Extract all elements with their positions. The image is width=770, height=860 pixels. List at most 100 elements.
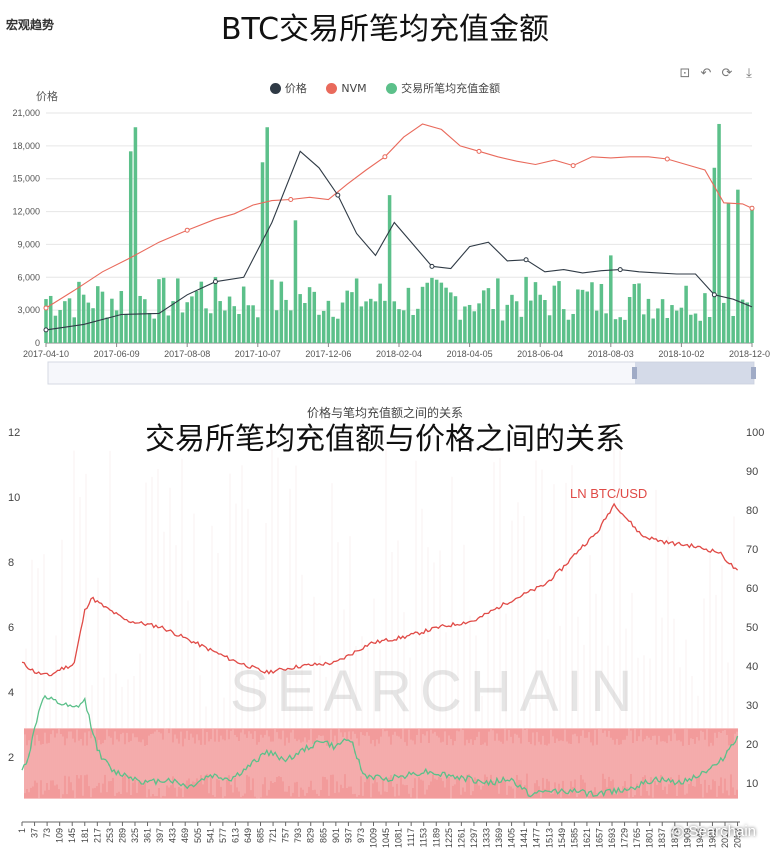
left-y-tick-label: 10 — [8, 492, 20, 504]
x-tick-label: 685 — [256, 828, 266, 843]
y-tick-label: 6,000 — [17, 272, 40, 282]
deposit-bar — [279, 281, 284, 343]
zoom-back-icon[interactable]: ↶ — [700, 65, 712, 80]
deposit-bar — [199, 281, 204, 343]
deposit-bar — [529, 300, 533, 343]
deposit-bar — [326, 300, 331, 343]
x-tick-label: 1405 — [507, 828, 517, 848]
deposit-bar — [594, 310, 599, 343]
deposit-bar — [176, 278, 180, 343]
deposit-bar — [128, 151, 133, 343]
right-y-tick-label: 70 — [746, 544, 758, 556]
deposit-bar — [571, 313, 575, 343]
ln-price-line — [21, 502, 739, 677]
y-tick-label: 12,000 — [12, 207, 40, 217]
zoom-select-icon[interactable]: ⊡ — [679, 65, 691, 80]
deposit-bar — [717, 123, 721, 343]
price-line-point — [212, 279, 218, 285]
deposit-bar — [336, 318, 340, 343]
deposit-bar — [637, 283, 641, 343]
deposit-bar — [91, 308, 95, 343]
x-tick-label: 1045 — [381, 828, 391, 848]
legend-item-price[interactable]: 价格 — [269, 82, 307, 95]
y-axis-label: 价格 — [36, 90, 58, 103]
deposit-bar — [246, 305, 251, 343]
deposit-bar — [707, 316, 712, 343]
deposit-bar — [232, 306, 237, 343]
deposit-bar — [557, 281, 561, 343]
deposit-bar — [364, 301, 368, 343]
deposit-bar — [543, 300, 547, 343]
deposit-bar — [693, 313, 698, 343]
deposit-bar — [354, 278, 359, 343]
deposit-bar — [580, 289, 585, 343]
deposit-bar — [510, 294, 514, 343]
x-tick-label: 1081 — [394, 828, 404, 848]
x-tick-label: 217 — [92, 828, 102, 843]
deposit-bar — [514, 301, 519, 343]
deposit-bar — [712, 167, 717, 343]
page-title: BTC交易所笔均充值金额 — [220, 12, 550, 47]
right-y-tick-label: 60 — [746, 583, 758, 595]
deposit-bar — [345, 290, 349, 343]
deposit-bar — [656, 308, 660, 343]
deposit-bar — [194, 291, 199, 343]
x-tick-label: 1477 — [532, 828, 542, 848]
x-tick-label: 649 — [243, 828, 253, 843]
deposit-bar — [237, 314, 241, 343]
x-tick-label: 865 — [318, 828, 328, 843]
deposit-bar — [383, 300, 387, 343]
deposit-bar — [481, 290, 486, 343]
x-tick-label: 937 — [343, 828, 353, 843]
deposit-bar — [208, 313, 213, 343]
deposit-bar — [458, 319, 462, 343]
deposit-bar — [434, 279, 439, 343]
x-tick-label: 973 — [356, 828, 366, 843]
x-tick-label: 1369 — [494, 828, 504, 848]
deposit-bar — [726, 202, 731, 343]
deposit-bar — [392, 301, 397, 343]
deposit-bar — [293, 220, 298, 343]
deposit-bar — [453, 296, 458, 343]
x-tick-label: 73 — [42, 828, 52, 838]
deposit-bar — [105, 317, 109, 343]
deposit-bar — [552, 285, 557, 343]
deposit-bar — [646, 298, 651, 343]
legend-item-deposit[interactable]: 交易所笔均充值金额 — [386, 82, 500, 95]
y-tick-label: 0 — [35, 338, 40, 348]
x-tick-label: 541 — [205, 828, 215, 843]
x-tick-label: 1117 — [406, 828, 416, 847]
x-tick-label: 181 — [80, 828, 90, 843]
deposit-bar — [519, 316, 524, 343]
deposit-bar — [180, 312, 185, 343]
x-tick-label: 2017-06-09 — [94, 349, 140, 359]
deposit-bar — [218, 301, 222, 343]
nvm-line-point — [382, 154, 388, 160]
price-line-point — [429, 263, 435, 269]
x-tick-label: 469 — [180, 828, 190, 843]
x-tick-label: 2018-08-03 — [588, 349, 634, 359]
x-tick-label: 1945 — [695, 828, 705, 848]
deposit-bar — [439, 282, 444, 343]
refresh-icon[interactable]: ⟳ — [721, 65, 733, 80]
x-tick-label: 1225 — [444, 828, 454, 848]
deposit-bar — [599, 283, 604, 343]
deposit-bar — [67, 298, 72, 343]
deposit-bar — [331, 316, 335, 343]
right-y-tick-label: 40 — [746, 661, 758, 673]
deposit-bar — [359, 306, 364, 343]
x-tick-label: 2018-12-01 — [729, 349, 770, 359]
x-tick-label: 613 — [230, 828, 240, 843]
deposit-bar — [138, 295, 142, 343]
legend-item-nvm[interactable]: NVM — [326, 82, 367, 95]
deposit-bar — [750, 206, 754, 343]
x-tick-label: 505 — [193, 828, 203, 843]
download-icon[interactable]: ⤓ — [746, 65, 752, 80]
deposit-bar — [679, 307, 684, 343]
x-tick-label: 1765 — [632, 828, 642, 848]
x-tick-label: 1909 — [682, 828, 692, 848]
deposit-bar — [613, 319, 618, 343]
legend-swatch-nvm — [326, 83, 338, 94]
deposit-bar — [736, 189, 740, 343]
deposit-bar — [63, 301, 67, 343]
